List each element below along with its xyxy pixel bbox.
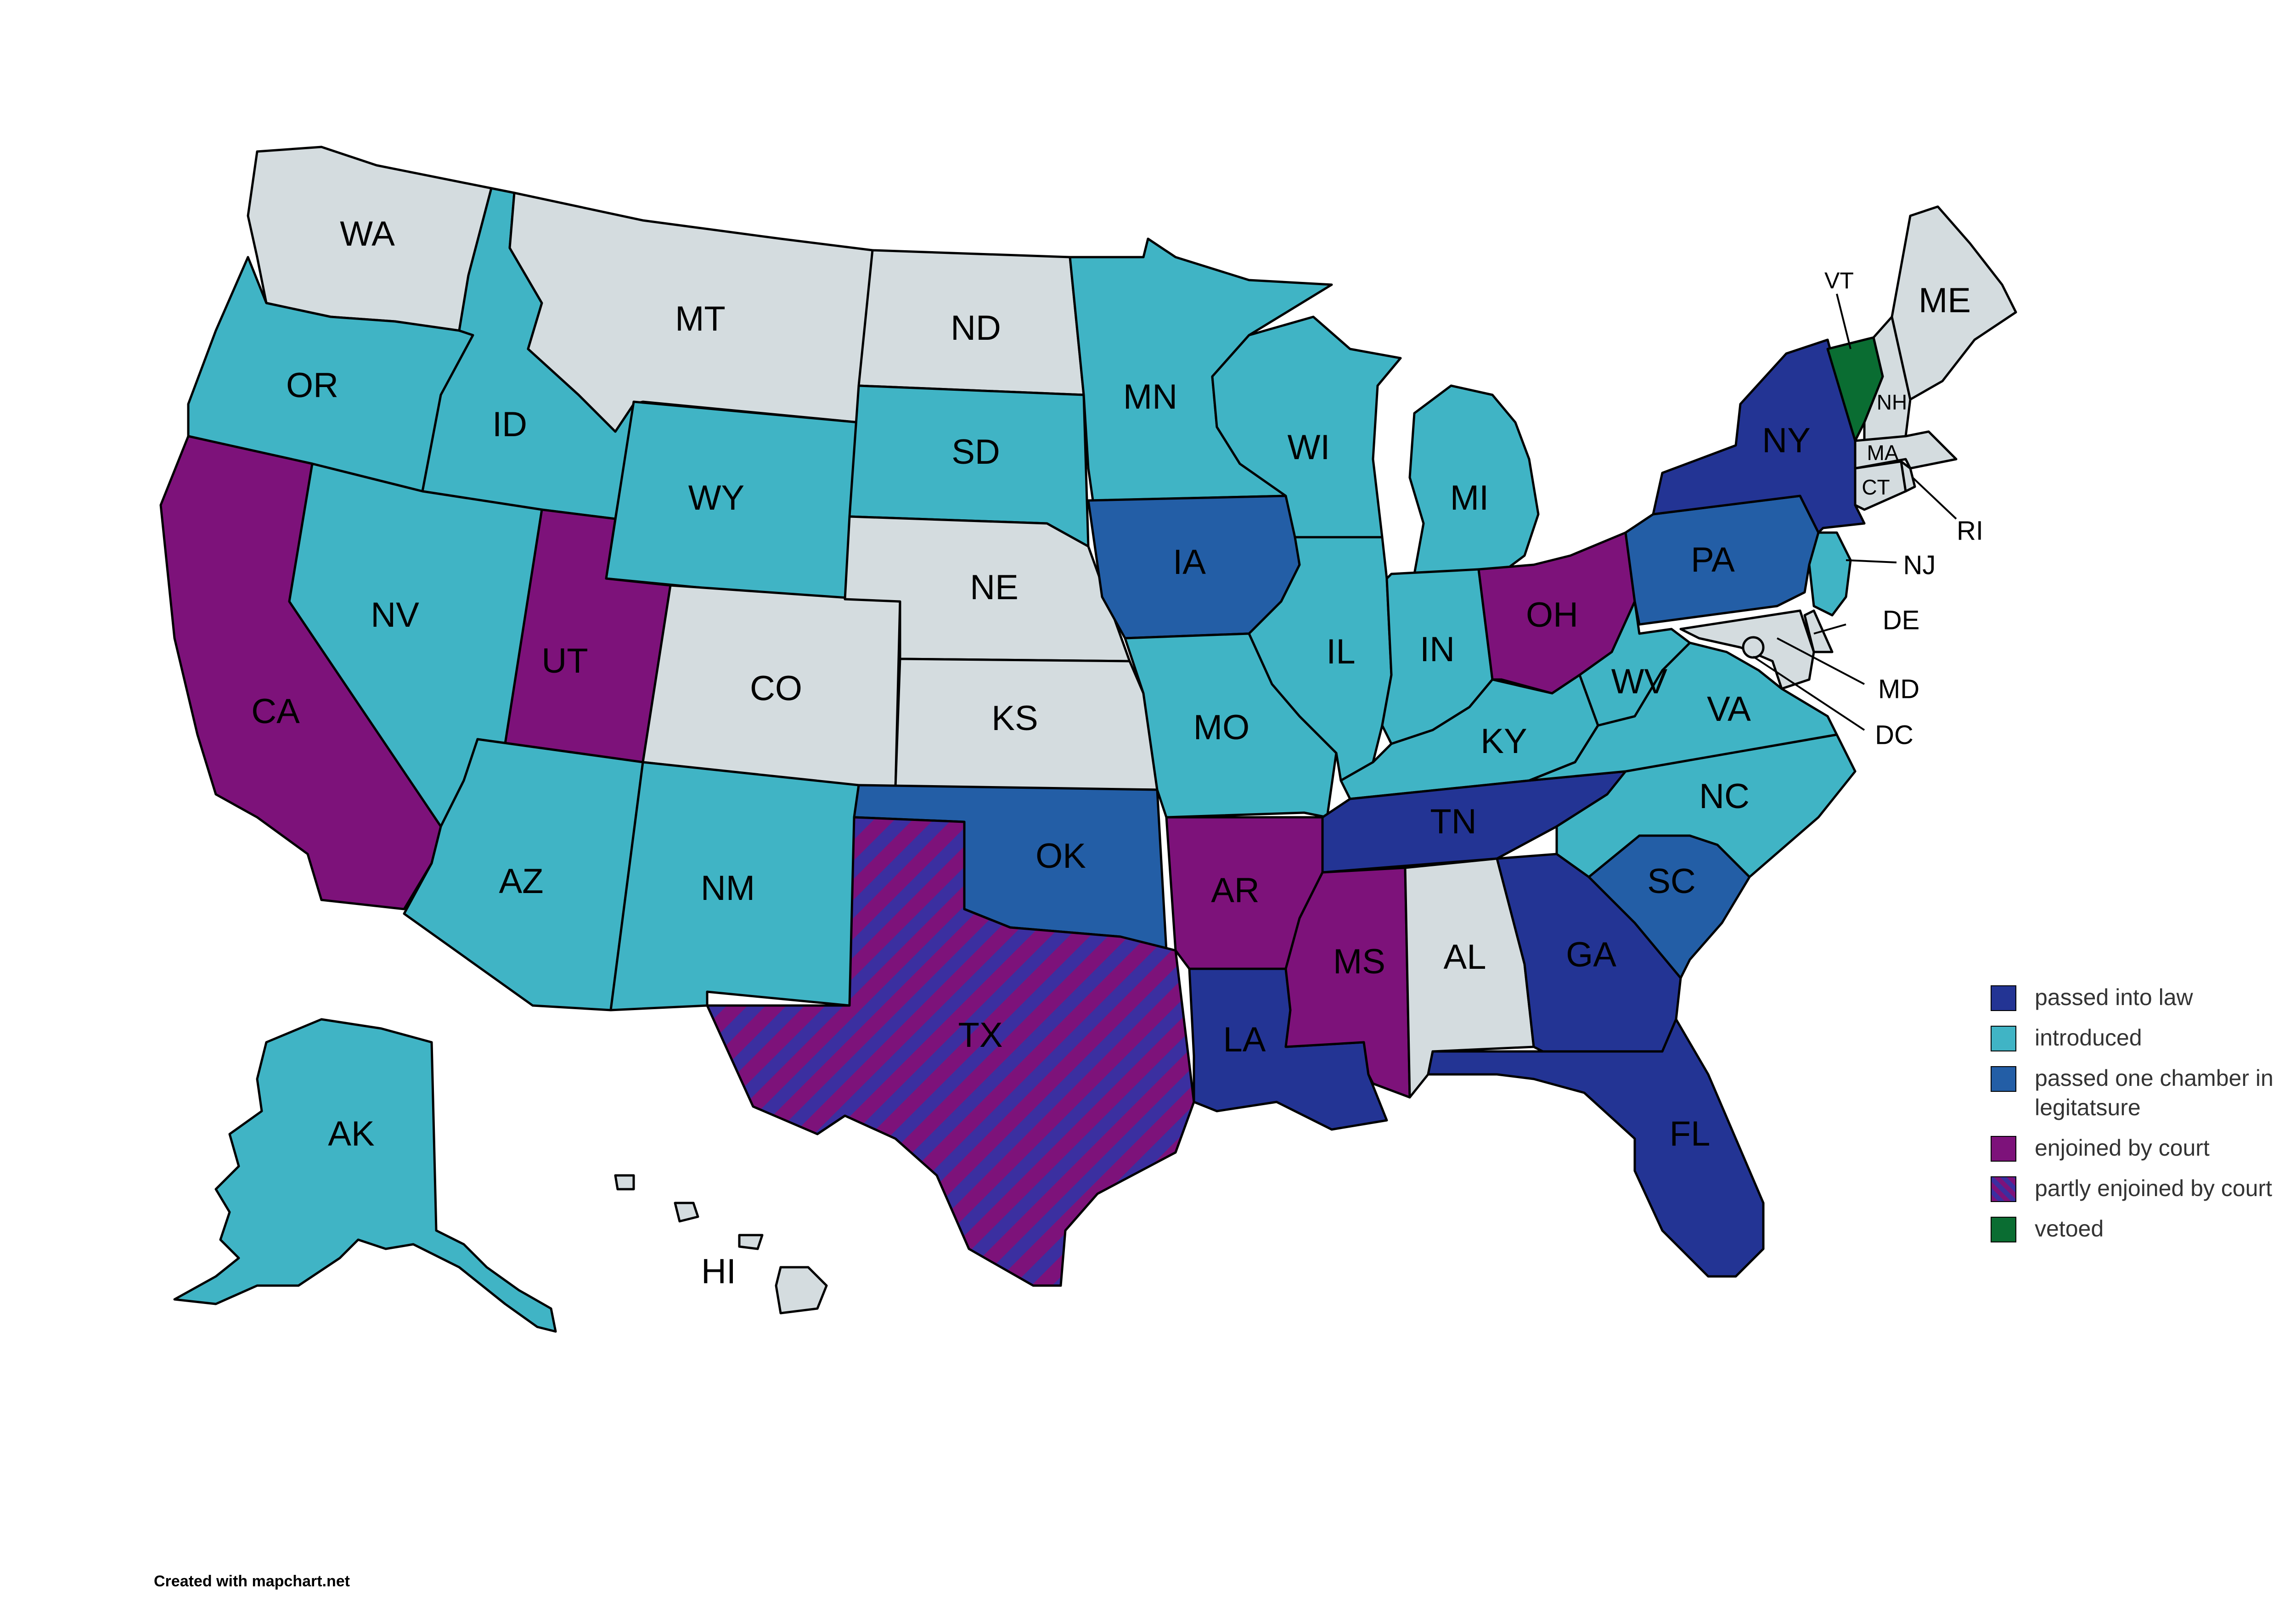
- state-WV[interactable]: [1578, 600, 1691, 727]
- label-OR: OR: [286, 366, 338, 405]
- legend-swatch-vetoed: [1991, 1217, 2016, 1242]
- legend-label-enjoined: enjoined by court: [2035, 1135, 2210, 1161]
- legend-swatch-partly-enjoined: [1991, 1176, 2016, 1202]
- label-KS: KS: [991, 699, 1038, 738]
- state-TX[interactable]: [706, 816, 1195, 1287]
- state-NJ[interactable]: [1808, 531, 1852, 617]
- label-VT: VT: [1824, 268, 1854, 293]
- state-RI[interactable]: [1900, 460, 1916, 493]
- label-AZ: AZ: [499, 862, 543, 901]
- label-GA: GA: [1566, 935, 1616, 974]
- legend-item-partly-enjoined: partly enjoined by court: [1991, 1174, 2292, 1203]
- label-FL: FL: [1670, 1114, 1711, 1153]
- legend-item-one-chamber: passed one chamber in legitatsure: [1991, 1063, 2292, 1122]
- state-MI[interactable]: [1408, 384, 1540, 575]
- label-OH: OH: [1526, 596, 1578, 635]
- label-LA: LA: [1223, 1020, 1266, 1059]
- legend-swatch-enjoined: [1991, 1136, 2016, 1162]
- label-IA: IA: [1173, 543, 1206, 582]
- legend-item-vetoed: vetoed: [1991, 1214, 2292, 1243]
- label-WI: WI: [1288, 428, 1330, 467]
- label-DC: DC: [1875, 720, 1913, 750]
- label-ND: ND: [951, 309, 1001, 348]
- state-ME[interactable]: [1891, 205, 2017, 401]
- label-NE: NE: [970, 568, 1019, 607]
- label-MN: MN: [1123, 377, 1177, 416]
- legend-label-partly-enjoined: partly enjoined by court: [2035, 1175, 2272, 1201]
- legend-label-one-chamber: passed one chamber in legitatsure: [2035, 1065, 2273, 1120]
- label-NJ: NJ: [1903, 550, 1936, 580]
- label-OK: OK: [1035, 837, 1086, 876]
- label-ID: ID: [492, 405, 527, 444]
- label-WY: WY: [688, 478, 744, 517]
- legend-swatch-introduced: [1991, 1026, 2016, 1051]
- legend-item-passed: passed into law: [1991, 983, 2292, 1012]
- label-RI: RI: [1957, 516, 1983, 545]
- label-MD: MD: [1878, 674, 1919, 704]
- label-VA: VA: [1707, 690, 1751, 729]
- label-CA: CA: [251, 692, 300, 731]
- state-CT[interactable]: [1854, 460, 1907, 511]
- label-SD: SD: [951, 433, 1000, 472]
- label-NC: NC: [1699, 777, 1750, 816]
- label-DE: DE: [1883, 605, 1920, 635]
- legend-label-passed: passed into law: [2035, 984, 2193, 1010]
- label-HI: HI: [701, 1252, 736, 1291]
- legend-label-introduced: introduced: [2035, 1025, 2142, 1051]
- label-NM: NM: [701, 869, 755, 908]
- label-AK: AK: [328, 1114, 374, 1153]
- label-CT: CT: [1862, 475, 1890, 499]
- legend: passed into law introduced passed one ch…: [1991, 983, 2292, 1254]
- label-NH: NH: [1877, 390, 1907, 414]
- state-FL[interactable]: [1427, 1018, 1765, 1278]
- credit-text: Created with mapchart.net: [154, 1573, 350, 1590]
- label-TN: TN: [1430, 802, 1476, 841]
- label-TX: TX: [958, 1016, 1002, 1055]
- label-WV: WV: [1611, 662, 1668, 701]
- label-AL: AL: [1444, 938, 1486, 977]
- label-WA: WA: [340, 214, 395, 253]
- label-NV: NV: [371, 596, 419, 635]
- label-MT: MT: [675, 299, 726, 338]
- label-NY: NY: [1762, 421, 1811, 460]
- label-MA: MA: [1867, 441, 1899, 465]
- label-IL: IL: [1326, 632, 1355, 671]
- label-MO: MO: [1193, 708, 1249, 747]
- label-IN: IN: [1420, 630, 1455, 669]
- state-DC[interactable]: [1742, 636, 1765, 659]
- label-UT: UT: [541, 641, 588, 680]
- legend-label-vetoed: vetoed: [2035, 1216, 2104, 1242]
- legend-swatch-one-chamber: [1991, 1066, 2016, 1092]
- label-AR: AR: [1211, 871, 1260, 910]
- label-CO: CO: [750, 669, 802, 708]
- label-PA: PA: [1691, 540, 1735, 579]
- label-SC: SC: [1647, 862, 1696, 901]
- legend-swatch-passed: [1991, 985, 2016, 1011]
- label-KY: KY: [1480, 722, 1527, 761]
- legend-item-introduced: introduced: [1991, 1023, 2292, 1052]
- label-ME: ME: [1919, 281, 1971, 320]
- state-HI[interactable]: [614, 1174, 828, 1315]
- label-MS: MS: [1333, 942, 1385, 981]
- state-AK[interactable]: [173, 1018, 557, 1333]
- label-MI: MI: [1450, 478, 1489, 517]
- legend-item-enjoined: enjoined by court: [1991, 1133, 2292, 1163]
